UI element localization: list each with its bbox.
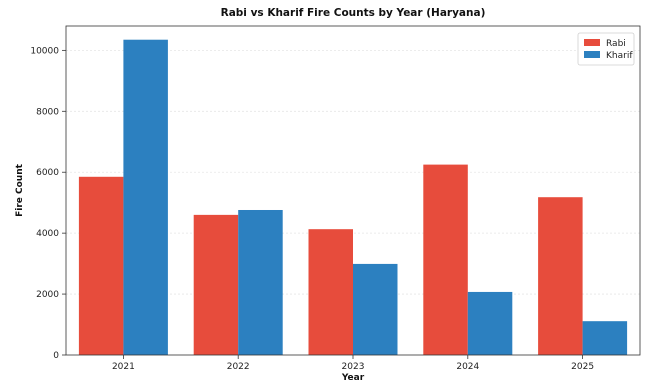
bar-kharif-2024 [467, 291, 513, 355]
y-tick-label: 4000 [36, 229, 59, 239]
y-tick-label: 8000 [36, 107, 59, 117]
y-tick-label: 2000 [36, 290, 59, 300]
legend-swatch-kharif [584, 51, 600, 58]
y-tick-label: 10000 [30, 46, 59, 56]
bar-rabi-2023 [308, 229, 353, 355]
y-tick-label: 0 [53, 351, 59, 361]
y-axis-title: Fire Count [15, 163, 25, 217]
bar-rabi-2024 [423, 164, 468, 355]
axes [62, 25, 641, 359]
legend-label-rabi: Rabi [606, 39, 626, 49]
x-tick-label: 2021 [112, 362, 135, 372]
x-tick-label: 2025 [571, 362, 594, 372]
legend-label-kharif: Kharif [606, 51, 633, 61]
bar-kharif-2025 [582, 321, 628, 355]
x-axis-title: Year [341, 373, 365, 383]
y-tick-label: 6000 [36, 168, 59, 178]
bar-rabi-2021 [78, 176, 124, 355]
legend: Rabi Kharif [577, 32, 635, 66]
x-tick-label: 2022 [227, 362, 250, 372]
tick-labels: 0 2000 4000 6000 8000 10000 2021 2022 2023 2024 20… [30, 46, 594, 372]
chart-title: Rabi vs Kharif Fire Counts by Year (Hary… [221, 7, 486, 19]
bar-kharif-2022 [238, 209, 283, 355]
bar-rabi-2022 [193, 214, 239, 355]
x-tick-label: 2023 [342, 362, 365, 372]
bar-rabi-2025 [538, 197, 583, 355]
bar-kharif-2021 [123, 39, 168, 355]
plot-frame [65, 25, 641, 356]
x-tick-label: 2024 [456, 362, 479, 372]
bar-kharif-2023 [353, 263, 398, 355]
bars [78, 39, 628, 355]
legend-swatch-rabi [584, 39, 600, 46]
